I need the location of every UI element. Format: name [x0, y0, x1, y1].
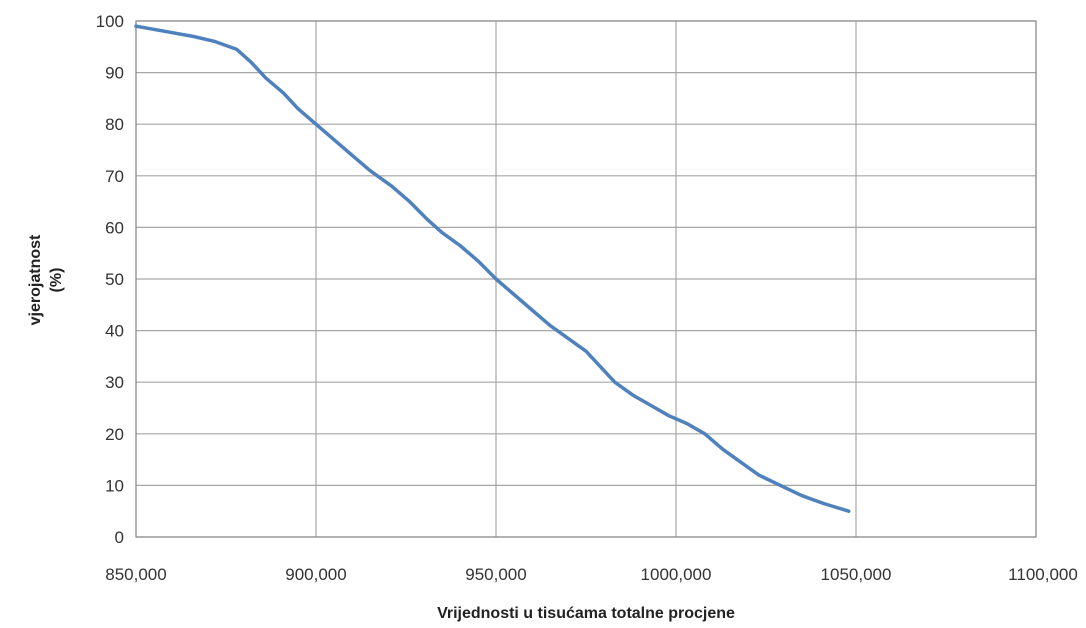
data-point [264, 76, 267, 80]
data-point [584, 350, 588, 353]
x-tick-label: 900,000 [285, 565, 346, 584]
data-point [739, 461, 742, 464]
data-point [282, 92, 285, 95]
data-point [494, 277, 498, 281]
data-point [779, 484, 782, 487]
data-point [566, 337, 570, 340]
data-point [757, 473, 760, 477]
y-tick-label: 90 [105, 64, 124, 83]
y-tick-label: 0 [115, 528, 124, 547]
data-point [613, 381, 616, 384]
data-point [408, 200, 411, 203]
grid [135, 20, 1037, 538]
data-point [703, 432, 706, 435]
data-point [296, 107, 300, 110]
y-axis-title-line-1: vjerojatnost [27, 234, 44, 325]
y-tick-label: 50 [105, 270, 124, 289]
series-layer [134, 24, 851, 513]
data-point [214, 40, 217, 43]
plot-frame [135, 20, 1037, 538]
y-tick-label: 10 [105, 476, 124, 495]
y-axis-title: vjerojatnost (%) [27, 234, 65, 325]
data-point [476, 259, 480, 263]
y-axis-ticks: 0 10 20 30 40 50 60 70 80 90 100 [96, 12, 124, 547]
data-point [314, 123, 318, 126]
y-tick-label: 20 [105, 425, 124, 444]
y-tick-label: 80 [105, 115, 124, 134]
x-tick-label: 950,000 [465, 565, 526, 584]
data-point [426, 218, 429, 221]
x-tick-label: 850,000 [105, 565, 166, 584]
data-point [649, 404, 652, 407]
y-tick-label: 70 [105, 167, 124, 186]
y-tick-label: 30 [105, 373, 124, 392]
data-point [530, 308, 534, 312]
x-axis-ticks: 850,000 900,000 950,000 1000,000 1050,000 110… [105, 565, 1078, 584]
data-point [847, 510, 850, 513]
data-point [235, 48, 238, 51]
x-tick-label: 1100,000 [1008, 565, 1078, 584]
data-point [440, 231, 444, 234]
data-point [332, 138, 336, 141]
data-point [163, 30, 166, 33]
data-point [134, 25, 138, 28]
data-point [599, 365, 602, 368]
data-point [685, 422, 688, 425]
data-point [800, 494, 804, 497]
data-point [548, 324, 552, 327]
data-point [721, 448, 724, 451]
data-point [512, 293, 516, 296]
data-point [390, 184, 393, 188]
data-point [458, 244, 462, 247]
data-point [250, 61, 253, 64]
y-tick-label: 40 [105, 322, 124, 341]
data-point [368, 169, 372, 172]
x-tick-label: 1000,000 [641, 565, 712, 584]
y-tick-label: 60 [105, 218, 124, 237]
data-point [631, 393, 634, 397]
series-line-0 [134, 24, 851, 513]
y-axis-title-line-2: (%) [48, 268, 65, 293]
x-axis-title: Vrijednosti u tisućama totalne procjene [437, 605, 735, 622]
data-point [667, 414, 670, 417]
data-point [822, 502, 825, 505]
x-tick-label: 1050,000 [821, 565, 892, 584]
data-point [350, 154, 354, 157]
y-tick-label: 100 [96, 12, 124, 31]
data-point [192, 35, 195, 38]
